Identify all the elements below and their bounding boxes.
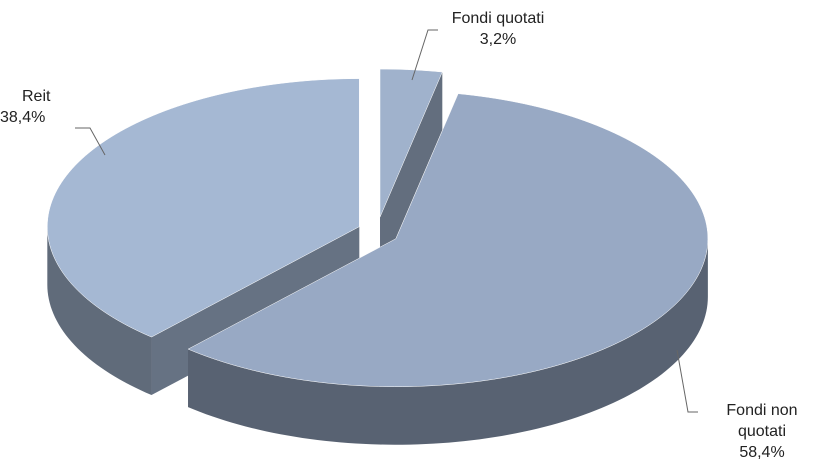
- slice: [379, 68, 443, 218]
- slice-label: Fondi quotati 3,2%: [438, 8, 558, 50]
- leader-line: [676, 349, 698, 413]
- leader-line: [75, 127, 106, 156]
- category-label: Reit: [22, 88, 51, 105]
- value-label: 38,4%: [0, 109, 46, 126]
- slice: [187, 93, 709, 387]
- value-label: 58,4%: [739, 444, 785, 461]
- slice-side: [188, 238, 708, 445]
- slice-label: Reit 38,4%: [0, 86, 74, 128]
- slice: [47, 78, 360, 338]
- value-label: 3,2%: [479, 31, 517, 48]
- slice-side: [380, 72, 443, 276]
- slice-side: [47, 226, 152, 396]
- leader-line: [411, 29, 438, 81]
- slice-label: Fondi non quotati 58,4%: [712, 400, 812, 463]
- category-label: Fondi non quotati: [726, 402, 798, 440]
- category-label: Fondi quotati: [451, 10, 545, 27]
